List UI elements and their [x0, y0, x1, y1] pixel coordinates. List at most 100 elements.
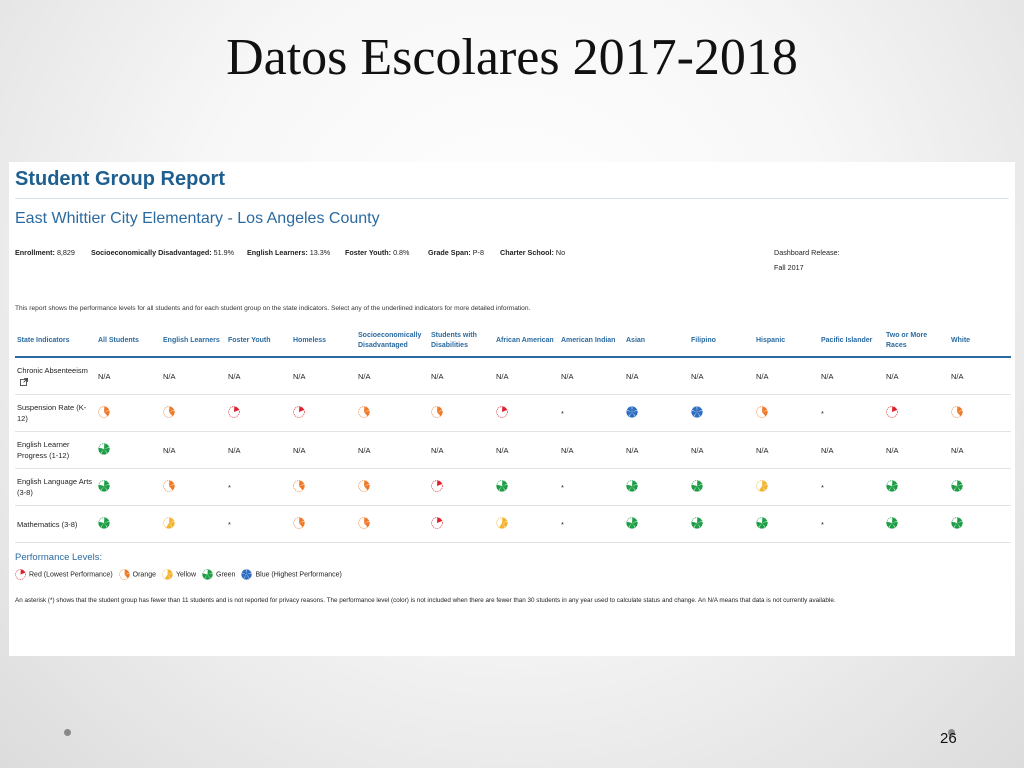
- indicator-name[interactable]: Mathematics (3-8): [15, 505, 96, 543]
- performance-cell: [96, 394, 161, 432]
- value-cell: N/A: [429, 357, 494, 395]
- legend-title: Performance Levels:: [15, 552, 103, 563]
- indicator-name[interactable]: English Learner Progress (1-12): [15, 431, 96, 469]
- indicator-name[interactable]: English Language Arts (3-8): [15, 468, 96, 506]
- legend-item-green: Green: [202, 569, 235, 580]
- el-info: English Learners: 13.3%: [247, 248, 331, 257]
- performance-cell: [949, 468, 1011, 506]
- value-cell: N/A: [559, 431, 624, 469]
- yellow-performance-icon: [496, 517, 508, 529]
- column-header[interactable]: Filipino: [689, 326, 754, 358]
- grade-span-info: Grade Span: P-8: [428, 248, 484, 257]
- legend-item-orange: Orange: [118, 569, 156, 580]
- column-header[interactable]: Asian: [624, 326, 689, 358]
- performance-cell: [624, 505, 689, 543]
- legend-item-red: Red (Lowest Performance): [15, 569, 113, 580]
- performance-cell: [884, 394, 949, 432]
- performance-cell: [226, 394, 291, 432]
- column-header[interactable]: Two or More Races: [884, 326, 949, 358]
- value-cell: N/A: [494, 431, 559, 469]
- value-cell: N/A: [689, 431, 754, 469]
- orange-performance-icon: [431, 406, 443, 418]
- orange-performance-icon: [293, 480, 305, 492]
- value-cell: *: [559, 468, 624, 506]
- column-header[interactable]: Hispanic: [754, 326, 819, 358]
- value-cell: N/A: [494, 357, 559, 395]
- indicator-name[interactable]: Chronic Absenteeism: [15, 357, 96, 395]
- performance-cell: [429, 394, 494, 432]
- legend-label: Red (Lowest Performance): [29, 571, 113, 579]
- value-cell: N/A: [884, 357, 949, 395]
- green-performance-icon: [886, 480, 898, 492]
- orange-performance-icon: [118, 569, 130, 580]
- blue-performance-icon: [241, 569, 253, 580]
- performance-cell: [291, 394, 356, 432]
- value-cell: N/A: [96, 357, 161, 395]
- green-performance-icon: [626, 480, 638, 492]
- column-header[interactable]: Homeless: [291, 326, 356, 358]
- external-link-icon[interactable]: [20, 378, 28, 387]
- blue-performance-icon: [691, 406, 703, 418]
- table-row: English Learner Progress (1-12) N/A N/A N/A…: [15, 431, 1011, 469]
- column-header[interactable]: African American: [494, 326, 559, 358]
- column-header[interactable]: American Indian: [559, 326, 624, 358]
- value-cell: N/A: [949, 431, 1011, 469]
- value-cell: N/A: [291, 431, 356, 469]
- yellow-performance-icon: [163, 517, 175, 529]
- table-header-row: State Indicators All Students English Lear…: [15, 326, 1011, 358]
- column-header[interactable]: Pacific Islander: [819, 326, 884, 358]
- yellow-performance-icon: [162, 569, 173, 580]
- column-header[interactable]: White: [949, 326, 1011, 358]
- performance-cell: [884, 505, 949, 543]
- performance-cell: [291, 468, 356, 506]
- performance-cell: [754, 505, 819, 543]
- orange-performance-icon: [756, 406, 768, 418]
- performance-cell: [96, 431, 161, 469]
- green-performance-icon: [756, 517, 768, 529]
- red-performance-icon: [496, 406, 508, 418]
- performance-cell: [356, 394, 429, 432]
- red-performance-icon: [15, 569, 26, 580]
- green-performance-icon: [691, 517, 703, 529]
- table-row: Suspension Rate (K-12) * *: [15, 394, 1011, 432]
- performance-cell: [494, 394, 559, 432]
- performance-cell: [96, 468, 161, 506]
- green-performance-icon: [951, 480, 963, 492]
- green-performance-icon: [691, 480, 703, 492]
- slide-title: Datos Escolares 2017-2018: [226, 29, 798, 86]
- performance-cell: [494, 505, 559, 543]
- column-header[interactable]: English Learners: [161, 326, 226, 358]
- column-header[interactable]: All Students: [96, 326, 161, 358]
- column-header[interactable]: Foster Youth: [226, 326, 291, 358]
- indicator-table: State Indicators All Students English Lear…: [15, 326, 1011, 543]
- value-cell: N/A: [226, 431, 291, 469]
- green-performance-icon: [496, 480, 508, 492]
- orange-performance-icon: [951, 406, 963, 418]
- red-performance-icon: [228, 406, 240, 418]
- green-performance-icon: [886, 517, 898, 529]
- red-performance-icon: [431, 517, 443, 529]
- value-cell: N/A: [754, 431, 819, 469]
- red-performance-icon: [431, 480, 443, 492]
- yellow-performance-icon: [756, 480, 768, 492]
- performance-cell: [356, 468, 429, 506]
- column-header[interactable]: Students with Disabilities: [429, 326, 494, 358]
- footnote: An asterisk (*) shows that the student g…: [15, 597, 836, 604]
- red-performance-icon: [886, 406, 898, 418]
- value-cell: N/A: [819, 357, 884, 395]
- value-cell: N/A: [624, 431, 689, 469]
- student-group-report-panel: Student Group Report East Whittier City …: [9, 162, 1015, 656]
- value-cell: N/A: [161, 357, 226, 395]
- value-cell: N/A: [291, 357, 356, 395]
- performance-cell: [949, 505, 1011, 543]
- value-cell: *: [226, 505, 291, 543]
- performance-legend: Red (Lowest Performance) Orange Yellow Gree…: [15, 569, 348, 580]
- divider: [15, 198, 1009, 199]
- column-header[interactable]: Socioeconomically Disadvantaged: [356, 326, 429, 358]
- indicator-name[interactable]: Suspension Rate (K-12): [15, 394, 96, 432]
- release-label: Dashboard Release:: [774, 248, 840, 257]
- performance-cell: [754, 468, 819, 506]
- release-value: Fall 2017: [774, 263, 804, 272]
- report-title: Student Group Report: [15, 168, 225, 190]
- performance-cell: [754, 394, 819, 432]
